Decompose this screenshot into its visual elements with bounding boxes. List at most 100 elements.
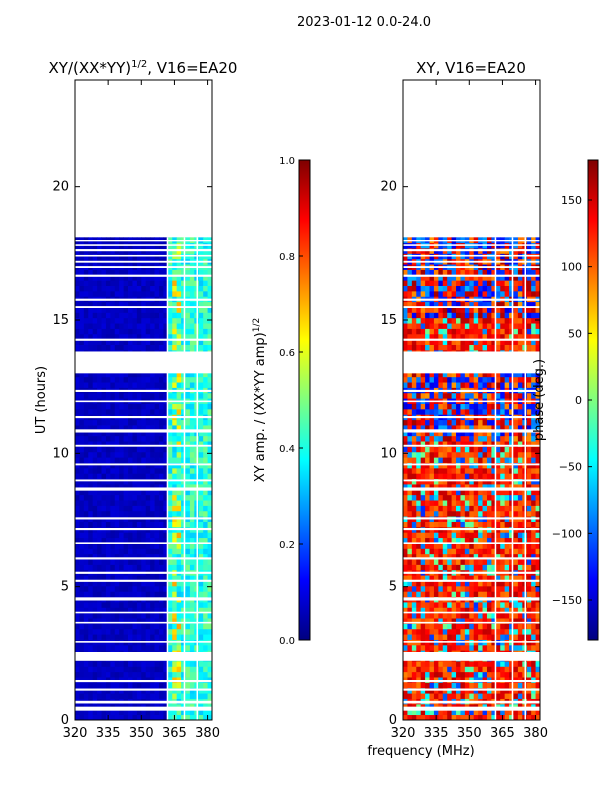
heatmap-cell [469, 392, 475, 399]
heatmap-cell [447, 467, 453, 474]
heatmap-cell [114, 628, 120, 635]
heatmap-cell [123, 408, 129, 415]
heatmap-cell [451, 602, 457, 608]
heatmap-cell [176, 505, 182, 512]
heatmap-cell [469, 521, 475, 528]
heatmap-cell [105, 543, 111, 549]
heatmap-cell [75, 644, 80, 651]
heatmap-cell [438, 591, 444, 598]
heatmap-cell [500, 709, 506, 716]
heatmap-cell [531, 634, 536, 640]
heatmap-cell [128, 371, 133, 378]
heatmap-cell [75, 677, 80, 683]
heatmap-cell [442, 591, 448, 598]
heatmap-cell [97, 693, 102, 699]
heatmap-cell [88, 446, 94, 453]
heatmap-cell [114, 323, 120, 329]
heatmap-cell [83, 290, 89, 297]
heatmap-cell [176, 371, 182, 378]
heatmap-cell [163, 339, 169, 345]
heatmap-cell [189, 666, 195, 673]
heatmap-cell [167, 682, 173, 689]
heatmap-cell [145, 537, 151, 544]
heatmap-cell [456, 446, 461, 453]
heatmap-cell [110, 333, 116, 340]
heatmap-cell [79, 339, 85, 345]
heatmap-cell [141, 677, 147, 683]
heatmap-cell [123, 425, 129, 431]
heatmap-cell [154, 644, 160, 651]
heatmap-cell [123, 543, 129, 549]
heatmap-cell [105, 532, 111, 539]
heatmap-cell [198, 376, 204, 383]
heatmap-cell [145, 564, 151, 571]
heatmap-cell [83, 607, 89, 614]
heatmap-cell [425, 494, 430, 501]
heatmap-cell [172, 317, 178, 324]
heatmap-cell [189, 425, 195, 431]
heatmap-cell [83, 693, 89, 699]
heatmap-cell [456, 585, 461, 592]
heatmap-cell [181, 618, 186, 624]
heatmap-cell [438, 462, 444, 469]
heatmap-cell [203, 553, 208, 560]
heatmap-cell [513, 559, 519, 565]
heatmap-cell [473, 446, 479, 453]
heatmap-cell [145, 693, 151, 699]
heatmap-cell [442, 687, 448, 694]
heatmap-cell [464, 462, 470, 469]
heatmap-cell [92, 661, 98, 667]
heatmap-cell [132, 312, 138, 319]
heatmap-cell [176, 435, 182, 442]
heatmap-cell [482, 457, 488, 463]
heatmap-cell [513, 494, 519, 501]
heatmap-cell [181, 553, 186, 560]
heatmap-cell [495, 602, 501, 608]
heatmap-cell [181, 543, 186, 549]
heatmap-cell [172, 382, 178, 388]
heatmap-cell [198, 612, 204, 619]
heatmap-cell [83, 644, 89, 651]
heatmap-cell [75, 371, 80, 378]
heatmap-cell [203, 644, 208, 651]
heatmap-cell [128, 419, 133, 426]
heatmap-cell [132, 677, 138, 683]
heatmap-cell [150, 451, 155, 458]
heatmap-cell [172, 307, 178, 313]
heatmap-cell [203, 661, 208, 667]
heatmap-cell [460, 505, 466, 512]
heatmap-cell [500, 521, 506, 528]
heatmap-cell [495, 585, 501, 592]
heatmap-cell [154, 687, 160, 694]
heatmap-cell [150, 446, 155, 453]
heatmap-cell [207, 301, 212, 308]
heatmap-cell [198, 274, 204, 281]
heatmap-cell [464, 489, 470, 496]
heatmap-cell [128, 564, 133, 571]
heatmap-cell [119, 274, 125, 281]
heatmap-cell [513, 661, 519, 667]
heatmap-cell [145, 285, 151, 292]
heatmap-cell [456, 575, 461, 581]
heatmap-cell [403, 537, 408, 544]
heatmap-cell [425, 392, 430, 399]
heatmap-cell [447, 709, 453, 716]
heatmap-cell [469, 575, 475, 581]
heatmap-cell [425, 602, 430, 608]
heatmap-cell [447, 505, 453, 512]
heatmap-cell [425, 489, 430, 496]
heatmap-cell [150, 269, 155, 276]
heatmap-cell [128, 505, 133, 512]
heatmap-cell [420, 435, 426, 442]
heatmap-cell [110, 612, 116, 619]
heatmap-cell [447, 371, 453, 378]
heatmap-cell [433, 403, 439, 410]
heatmap-cell [154, 269, 160, 276]
heatmap-cell [79, 323, 85, 329]
heatmap-cell [132, 344, 138, 351]
heatmap-cell [119, 344, 125, 351]
heatmap-cell [486, 446, 492, 453]
heatmap-cell [136, 602, 142, 608]
heatmap-cell [189, 559, 195, 565]
heatmap-cell [420, 430, 426, 437]
